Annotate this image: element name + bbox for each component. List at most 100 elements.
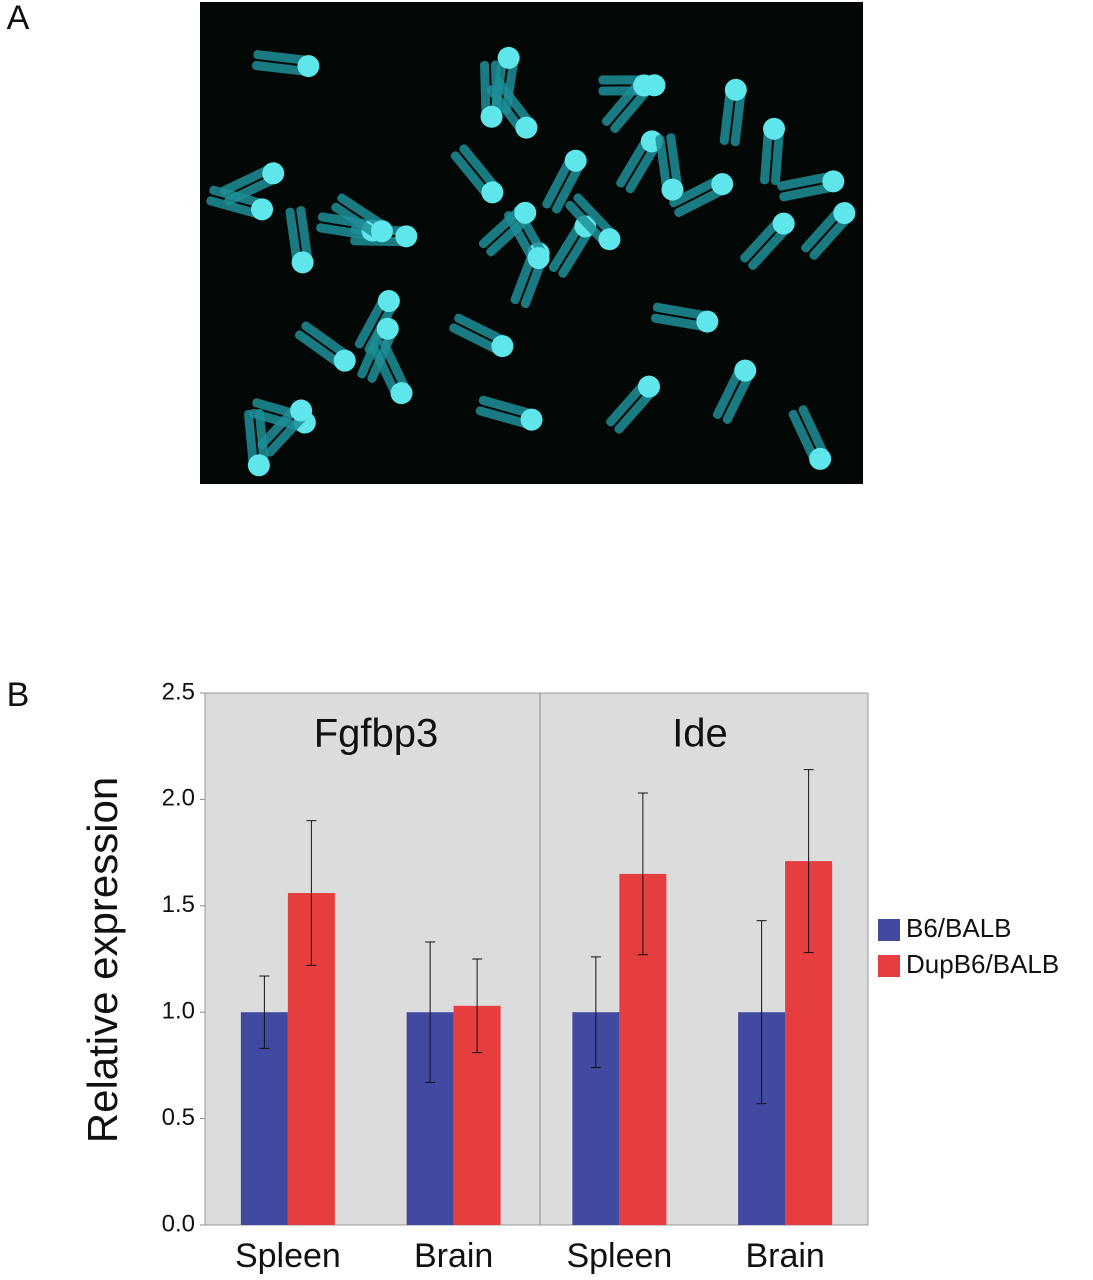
centromere <box>395 225 418 248</box>
chromosome <box>606 375 661 434</box>
error-bar <box>590 956 601 1069</box>
centromere <box>491 335 514 358</box>
chromatid <box>606 378 650 427</box>
chromosome <box>655 133 684 201</box>
legend-swatch <box>878 955 900 977</box>
centromere <box>696 310 719 333</box>
chromatid <box>252 60 312 77</box>
centromere <box>370 220 393 243</box>
y-tick-label: 1.5 <box>162 891 195 918</box>
centromere <box>377 290 400 313</box>
centromere <box>262 162 285 185</box>
panel-label: B <box>7 676 30 714</box>
centromere <box>763 117 786 140</box>
chromatid <box>316 223 376 241</box>
centromere <box>333 349 356 372</box>
chromosome <box>651 302 719 333</box>
chromatid <box>475 406 535 430</box>
chromatid <box>379 339 411 395</box>
chromatid <box>337 193 390 232</box>
chromosome <box>206 185 274 221</box>
error-bar <box>756 920 767 1105</box>
chromatid <box>565 200 610 248</box>
chromatid <box>459 144 502 194</box>
y-tick-label: 2.5 <box>162 678 195 705</box>
chromatid <box>760 124 774 185</box>
chromatid <box>651 313 711 332</box>
chromatid <box>501 54 519 115</box>
centromere <box>390 382 413 405</box>
error-bar <box>306 820 317 966</box>
chromatid <box>655 134 672 195</box>
chromatid <box>449 323 505 356</box>
chromosome <box>712 359 757 424</box>
centromere <box>515 116 538 139</box>
error-bar <box>425 941 436 1083</box>
chromatid <box>798 405 830 461</box>
chromosome <box>760 117 786 186</box>
chromatid <box>486 212 534 257</box>
y-tick-label: 2.0 <box>162 785 195 812</box>
chromatid <box>331 202 384 241</box>
chromatid <box>712 363 745 420</box>
chromatid <box>542 153 576 209</box>
chromosome <box>369 339 413 405</box>
centromere <box>297 55 320 78</box>
chromatid <box>652 302 713 321</box>
x-tick-label: Spleen <box>566 1237 672 1275</box>
y-tick-label: 0.0 <box>162 1210 195 1237</box>
chromosome <box>449 313 514 358</box>
chromatid <box>480 60 491 121</box>
chromatid <box>674 184 729 218</box>
error-bar <box>259 975 270 1049</box>
centromere <box>661 178 684 201</box>
panel-label: A <box>7 0 30 37</box>
chromatid <box>504 211 539 266</box>
chromatid <box>301 321 353 361</box>
chromatid <box>669 174 724 208</box>
chromosome <box>788 405 832 470</box>
centromere <box>734 359 757 382</box>
centromere <box>809 447 832 470</box>
chromatid <box>771 125 785 186</box>
centromere <box>514 201 537 224</box>
chromosome <box>257 399 313 457</box>
centromere <box>480 105 503 128</box>
centromere <box>598 228 621 251</box>
legend-label: DupB6/BALB <box>906 949 1059 979</box>
chromatid <box>209 185 268 209</box>
chromatid <box>354 294 389 349</box>
group-label: Fgfbp3 <box>314 712 439 756</box>
chromatid <box>367 326 398 383</box>
chromatid <box>206 196 265 220</box>
y-tick-label: 0.5 <box>162 1104 195 1131</box>
chromatid <box>551 159 586 214</box>
chromatid <box>478 395 538 419</box>
chromatid <box>666 133 683 193</box>
centromere <box>520 408 543 431</box>
centromere <box>564 149 587 172</box>
chromatid <box>285 207 302 268</box>
centromere <box>291 251 314 274</box>
chromatid <box>265 409 310 457</box>
chromatid <box>257 402 302 450</box>
chromosome <box>740 212 795 270</box>
error-bar <box>637 792 648 956</box>
chromosome <box>294 321 356 372</box>
chromatid <box>601 77 645 126</box>
chromatid <box>219 163 276 196</box>
chromatid <box>244 409 258 470</box>
centromere <box>247 454 270 477</box>
chromosome <box>565 193 621 251</box>
centromere <box>822 170 845 193</box>
chromatid <box>625 139 662 194</box>
chromatid <box>730 86 746 147</box>
x-tick-label: Brain <box>414 1237 493 1275</box>
chromosome <box>777 170 845 202</box>
chromatid <box>610 84 653 134</box>
chromatid <box>801 205 845 253</box>
centromere <box>497 46 520 69</box>
chromatid <box>809 212 853 260</box>
chromatid <box>788 409 820 466</box>
chromatid <box>614 385 658 434</box>
